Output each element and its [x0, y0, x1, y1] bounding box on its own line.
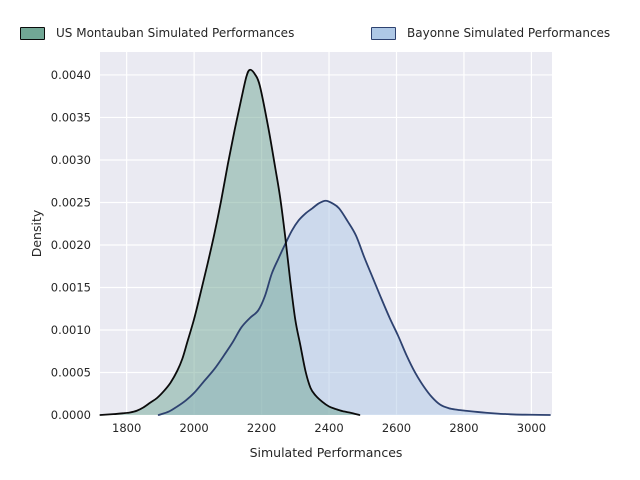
- x-tick-label: 2200: [247, 421, 276, 435]
- y-tick-label: 0.0020: [51, 238, 91, 252]
- density-curve-bayonne: [157, 199, 551, 416]
- legend-swatch-bayonne-icon: [371, 26, 396, 40]
- y-tick-label: 0.0035: [51, 110, 91, 124]
- x-tick-label: 2400: [314, 421, 343, 435]
- y-tick-label: 0.0015: [51, 280, 91, 294]
- legend-swatch-montauban-icon: [20, 26, 45, 40]
- y-tick-label: 0.0030: [51, 153, 91, 167]
- x-tick-label: 2000: [179, 421, 208, 435]
- y-tick-label: 0.0025: [51, 195, 91, 209]
- legend-entry-montauban: US Montauban Simulated Performances: [20, 26, 294, 40]
- y-axis-label: Density: [29, 209, 44, 257]
- y-tick-label: 0.0010: [51, 323, 91, 337]
- y-tick-label: 0.0000: [51, 408, 91, 422]
- y-tick-label: 0.0040: [51, 68, 91, 82]
- legend-label-bayonne: Bayonne Simulated Performances: [407, 26, 611, 40]
- legend-label-montauban: US Montauban Simulated Performances: [56, 26, 295, 40]
- legend-entry-bayonne: Bayonne Simulated Performances: [371, 26, 610, 40]
- y-tick-label: 0.0005: [51, 365, 91, 379]
- density-curve-montauban: [99, 68, 361, 416]
- x-tick-label: 2800: [449, 421, 478, 435]
- x-tick-label: 1800: [112, 421, 141, 435]
- x-tick-label: 2600: [382, 421, 411, 435]
- density-area-montauban: [100, 69, 360, 415]
- x-axis-label: Simulated Performances: [250, 445, 403, 460]
- x-tick-label: 3000: [517, 421, 546, 435]
